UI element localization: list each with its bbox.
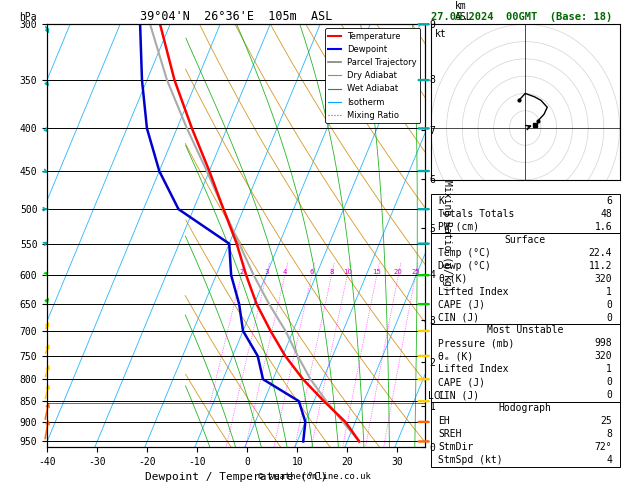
Text: 72°: 72° (594, 442, 612, 452)
Title: 39°04'N  26°36'E  105m  ASL: 39°04'N 26°36'E 105m ASL (140, 10, 332, 23)
Text: 0: 0 (606, 390, 612, 400)
Bar (431, 194, 620, 233)
Text: 2: 2 (239, 269, 243, 275)
Text: Temp (°C): Temp (°C) (438, 248, 491, 258)
Text: kt: kt (435, 29, 447, 39)
Text: © weatheronline.co.uk: © weatheronline.co.uk (258, 472, 371, 481)
Text: 0: 0 (606, 312, 612, 323)
Text: K: K (438, 196, 444, 206)
Text: 6: 6 (309, 269, 314, 275)
Text: θₑ (K): θₑ (K) (438, 351, 474, 362)
Text: 25: 25 (411, 269, 420, 275)
Text: 20: 20 (394, 269, 403, 275)
Text: 320: 320 (594, 274, 612, 284)
Text: 48: 48 (600, 209, 612, 219)
Text: 1: 1 (606, 364, 612, 374)
Text: SREH: SREH (438, 429, 462, 439)
Legend: Temperature, Dewpoint, Parcel Trajectory, Dry Adiabat, Wet Adiabat, Isotherm, Mi: Temperature, Dewpoint, Parcel Trajectory… (325, 29, 420, 123)
Text: StmDir: StmDir (438, 442, 474, 452)
Text: θₑ(K): θₑ(K) (438, 274, 468, 284)
Text: Lifted Index: Lifted Index (438, 364, 509, 374)
Y-axis label: Mixing Ratio (g/kg): Mixing Ratio (g/kg) (442, 180, 452, 292)
Text: Surface: Surface (504, 235, 546, 245)
Text: 4: 4 (282, 269, 287, 275)
Text: hPa: hPa (19, 12, 36, 22)
Text: PW (cm): PW (cm) (438, 222, 479, 232)
Bar (431, 402, 620, 467)
Text: 1: 1 (606, 287, 612, 296)
X-axis label: Dewpoint / Temperature (°C): Dewpoint / Temperature (°C) (145, 472, 327, 483)
Text: LCL: LCL (428, 391, 446, 401)
Text: 0: 0 (606, 377, 612, 387)
Text: 11.2: 11.2 (589, 260, 612, 271)
Text: Totals Totals: Totals Totals (438, 209, 515, 219)
Text: Pressure (mb): Pressure (mb) (438, 338, 515, 348)
Text: 4: 4 (606, 455, 612, 465)
Text: CAPE (J): CAPE (J) (438, 299, 486, 310)
Text: 6: 6 (606, 196, 612, 206)
Text: Lifted Index: Lifted Index (438, 287, 509, 296)
Text: CIN (J): CIN (J) (438, 312, 479, 323)
Text: 3: 3 (264, 269, 269, 275)
Text: Dewp (°C): Dewp (°C) (438, 260, 491, 271)
Text: 8: 8 (330, 269, 334, 275)
Text: 0: 0 (606, 299, 612, 310)
Text: Hodograph: Hodograph (499, 403, 552, 413)
Text: km
ASL: km ASL (455, 0, 472, 22)
Text: 8: 8 (606, 429, 612, 439)
Text: 27.05.2024  00GMT  (Base: 18): 27.05.2024 00GMT (Base: 18) (431, 12, 612, 22)
Text: 998: 998 (594, 338, 612, 348)
Bar (431, 233, 620, 324)
Text: Most Unstable: Most Unstable (487, 326, 564, 335)
Text: EH: EH (438, 416, 450, 426)
Text: 10: 10 (343, 269, 352, 275)
Text: 25: 25 (600, 416, 612, 426)
Text: CAPE (J): CAPE (J) (438, 377, 486, 387)
Text: 1.6: 1.6 (594, 222, 612, 232)
Text: 22.4: 22.4 (589, 248, 612, 258)
Text: StmSpd (kt): StmSpd (kt) (438, 455, 503, 465)
Text: CIN (J): CIN (J) (438, 390, 479, 400)
Text: 15: 15 (372, 269, 381, 275)
Bar (431, 324, 620, 402)
Text: 320: 320 (594, 351, 612, 362)
